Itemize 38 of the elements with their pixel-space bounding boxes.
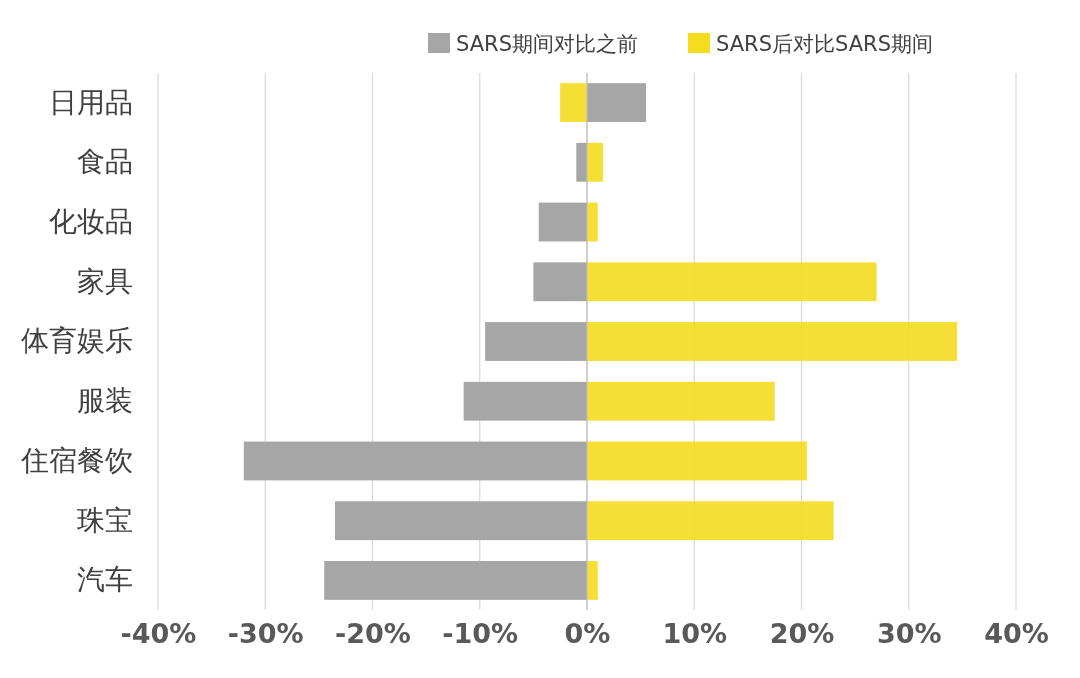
x-tick-label: 30% [876,618,942,650]
bar [485,322,587,361]
x-tick-label: -30% [227,618,304,650]
bar [576,142,587,182]
bar [587,441,807,481]
y-tick-label: 服装 [77,384,133,418]
bar [587,322,958,361]
bar [587,142,604,182]
bar [587,561,598,600]
bar [587,501,834,541]
bar [538,202,587,242]
bar [587,262,877,302]
bar [243,441,587,481]
y-tick-label: 食品 [77,145,133,179]
x-tick-label: -40% [120,618,197,650]
bar [334,501,587,541]
x-tick-label: 20% [769,618,835,650]
x-tick-label: -10% [442,618,519,650]
bar [324,561,587,600]
x-tick-label: 0% [564,618,611,650]
y-tick-label: 汽车 [77,563,133,597]
x-tick-label: 10% [662,618,728,650]
bar [587,202,598,242]
y-tick-label: 日用品 [49,85,133,119]
y-tick-label: 珠宝 [77,503,133,537]
y-tick-label: 住宿餐饮 [20,443,133,477]
bar [463,381,587,421]
y-tick-label: 化妆品 [49,204,133,238]
bar [587,381,775,421]
bar [587,83,646,122]
legend-label: SARS期间对比之前 [456,32,639,56]
legend-label: SARS后对比SARS期间 [716,32,934,56]
x-tick-label: -20% [335,618,411,650]
bar [560,83,587,122]
y-tick-label: 家具 [77,264,133,298]
bar [533,262,587,302]
y-tick-label: 体育娱乐 [21,324,133,358]
x-tick-label: 40% [984,618,1049,650]
